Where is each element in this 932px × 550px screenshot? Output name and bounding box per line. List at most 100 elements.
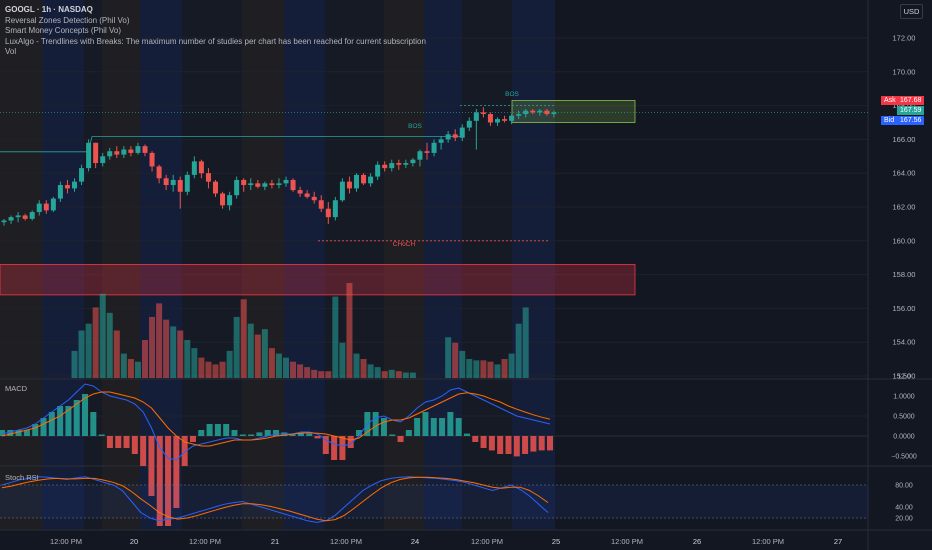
- candle-body: [452, 134, 458, 138]
- indicator-volume[interactable]: Vol: [5, 47, 17, 56]
- candle-body: [361, 174, 367, 184]
- volume-bar: [85, 323, 92, 378]
- session-band-1: [42, 0, 84, 530]
- indicator-luxalgo[interactable]: LuxAlgo - Trendlines with Breaks: The ma…: [5, 36, 426, 46]
- volume-bar: [374, 367, 381, 378]
- candle-body: [551, 112, 557, 115]
- candle-body: [93, 142, 99, 164]
- macd-histogram-bar: [156, 436, 163, 526]
- time-tick-label: 12:00 PM: [471, 537, 503, 546]
- volume-bar: [254, 334, 261, 378]
- volume-bar: [501, 359, 508, 378]
- macd-histogram-bar: [82, 394, 89, 436]
- candle-body: [368, 176, 374, 184]
- macd-histogram-bar: [48, 412, 55, 436]
- macd-pane-label[interactable]: MACD: [5, 384, 28, 393]
- volume-bar: [268, 348, 275, 378]
- volume-bar: [275, 353, 282, 378]
- candle-body: [325, 208, 331, 218]
- volume-bar: [395, 371, 402, 378]
- macd-histogram-bar: [547, 436, 553, 451]
- macd-histogram-bar: [372, 412, 379, 436]
- candle-body: [121, 149, 127, 155]
- currency-button[interactable]: USD: [900, 4, 923, 19]
- volume-bar: [106, 312, 113, 378]
- candle-body: [227, 195, 233, 206]
- candle-body: [64, 185, 70, 189]
- candle-body: [177, 179, 183, 192]
- macd-histogram-bar: [148, 436, 155, 496]
- candle-body: [466, 120, 472, 128]
- volume-bar: [452, 342, 459, 378]
- macd-histogram-bar: [472, 436, 479, 442]
- session-band-6: [242, 0, 284, 530]
- volume-bar: [367, 364, 374, 378]
- macd-histogram-bar: [15, 430, 22, 436]
- candle-body: [213, 181, 218, 194]
- macd-histogram-bar: [231, 430, 238, 436]
- candle-body: [198, 161, 204, 174]
- macd-histogram-bar: [223, 424, 230, 436]
- candle-body: [495, 119, 500, 123]
- volume-bar: [170, 326, 177, 378]
- macd-histogram-bar: [214, 424, 221, 436]
- time-tick-label: 21: [271, 537, 279, 546]
- candle-body: [544, 110, 550, 115]
- candle-body: [417, 151, 423, 160]
- candle-body: [149, 152, 155, 167]
- candle-body: [304, 193, 310, 197]
- candle-body: [537, 110, 543, 113]
- volume-bar: [522, 307, 529, 378]
- volume-bar: [261, 329, 268, 378]
- volume-bar: [353, 353, 360, 378]
- volume-bar: [71, 350, 78, 378]
- macd-tick-label: 1.0000: [893, 394, 915, 401]
- volume-bar: [402, 372, 409, 378]
- price-tick-label: 156.00: [893, 304, 916, 313]
- volume-bar: [480, 360, 487, 378]
- macd-histogram-bar: [497, 436, 504, 454]
- candle-body: [15, 215, 21, 218]
- macd-histogram-bar: [322, 436, 329, 454]
- bid-label-tag: Bid: [881, 116, 898, 125]
- volume-bar: [409, 372, 416, 378]
- volume-bar: [163, 319, 170, 378]
- candle-body: [431, 142, 437, 153]
- candle-body: [57, 185, 63, 199]
- candle-body: [50, 198, 56, 211]
- macd-histogram-bar: [480, 436, 487, 448]
- macd-histogram-bar: [331, 436, 338, 460]
- macd-histogram-bar: [522, 436, 529, 454]
- volume-bar: [99, 293, 106, 378]
- price-tick-label: 166.00: [893, 135, 916, 144]
- macd-histogram-bar: [40, 418, 47, 436]
- macd-histogram-bar: [198, 430, 205, 436]
- time-tick-label: 12:00 PM: [330, 537, 362, 546]
- macd-histogram-bar: [90, 412, 97, 436]
- candle-body: [375, 164, 381, 177]
- stoch-pane-label[interactable]: Stoch RSI: [5, 473, 39, 482]
- volume-bar: [332, 296, 339, 378]
- volume-bar: [142, 340, 148, 378]
- candle-body: [22, 215, 28, 219]
- candle-body: [311, 196, 317, 201]
- macd-histogram-bar: [380, 418, 387, 436]
- time-tick-label: 20: [130, 537, 138, 546]
- candle-body: [283, 179, 289, 184]
- price-tick-label: 172.00: [893, 34, 916, 43]
- macd-histogram-bar: [430, 418, 437, 436]
- macd-histogram-bar: [73, 400, 80, 436]
- indicator-smart-money[interactable]: Smart Money Concepts (Phil Vo): [5, 26, 122, 35]
- volume-bar: [381, 371, 388, 378]
- candle-body: [354, 174, 359, 189]
- macd-histogram-bar: [248, 434, 255, 436]
- volume-bar: [205, 361, 212, 378]
- stoch-tick-label: 80.00: [895, 483, 913, 490]
- stoch-band: [0, 485, 868, 518]
- macd-histogram-bar: [264, 430, 271, 436]
- macd-tick-label: 1.50: [897, 374, 911, 381]
- indicator-reversal-zones[interactable]: Reversal Zones Detection (Phil Vo): [5, 15, 130, 25]
- candle-body: [248, 183, 254, 186]
- symbol-title[interactable]: GOOGL · 1h · NASDAQ: [5, 5, 93, 14]
